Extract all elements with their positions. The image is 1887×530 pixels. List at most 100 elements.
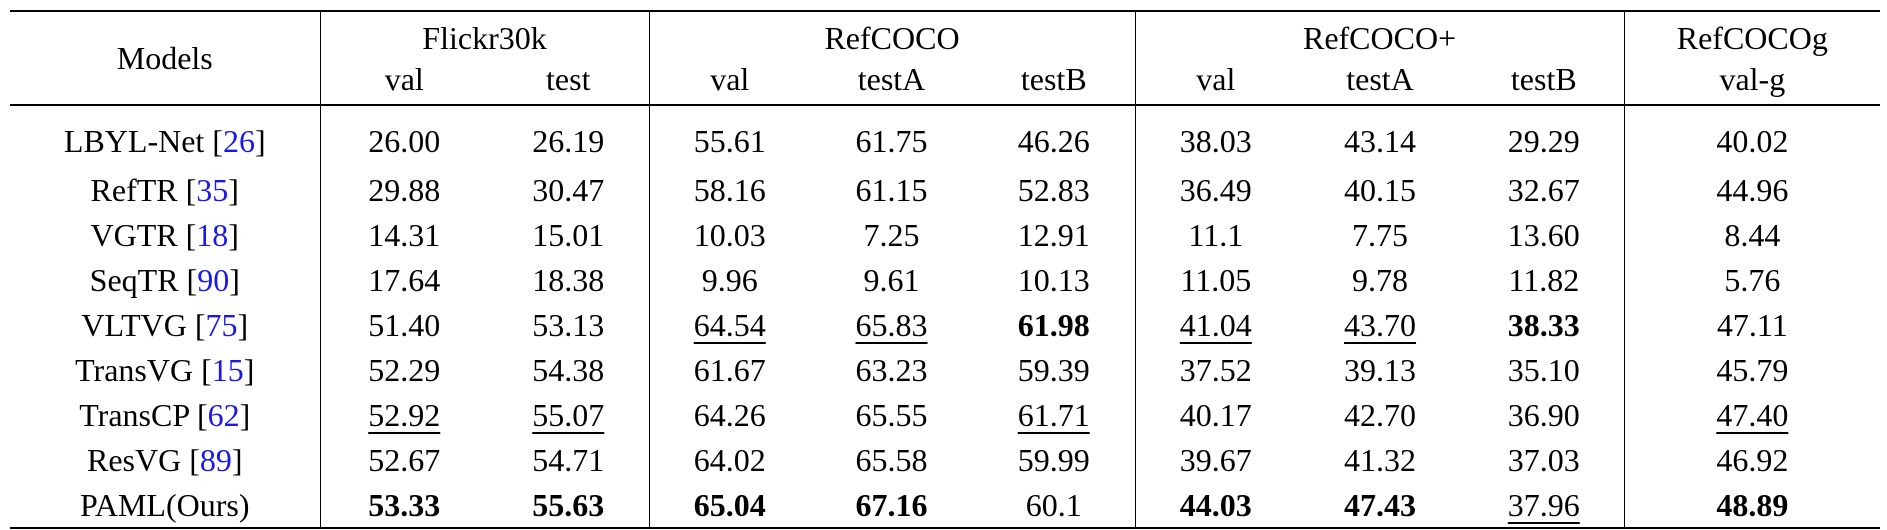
value-text: 7.75 [1352,216,1409,253]
value-text: 47.43 [1344,486,1417,523]
value-cell: 41.32 [1296,437,1464,482]
value-text: 52.29 [368,351,441,388]
value-cell: 54.71 [488,437,649,482]
value-cell: 26.00 [319,104,488,167]
value-cell: 52.67 [319,437,488,482]
value-cell: 61.15 [810,167,973,212]
value-cell: 43.70 [1296,302,1464,347]
header-group-refcoco: RefCOCO [648,10,1136,54]
value-text: 37.96 [1507,486,1580,523]
value-cell: 37.52 [1134,347,1297,392]
value-text: 9.96 [701,261,758,298]
value-text: 30.47 [532,171,605,208]
value-cell: 54.38 [488,347,649,392]
value-text: 29.88 [368,171,441,208]
value-text: 17.64 [368,261,441,298]
table-row: TransVG [15] 52.29 54.38 61.67 63.23 59.39 37.… [10,347,1881,392]
citation-link[interactable]: 18 [196,216,229,253]
value-text: 51.40 [368,306,441,343]
header-split: val [1134,54,1297,106]
value-text: 26.19 [532,122,605,159]
value-text: 37.03 [1507,441,1580,478]
value-cell: 17.64 [319,257,488,302]
value-text: 9.78 [1352,261,1409,298]
value-cell: 14.31 [319,212,488,257]
value-text: 65.58 [855,441,928,478]
value-cell: 40.17 [1134,392,1297,437]
value-cell: 61.71 [973,392,1135,437]
citation-link[interactable]: 26 [222,122,255,159]
value-text: 59.99 [1017,441,1090,478]
header-split: val [648,54,810,106]
value-text: 46.26 [1017,122,1090,159]
value-cell: 44.96 [1623,167,1881,212]
value-text: 37.52 [1179,351,1252,388]
value-cell: 45.79 [1623,347,1881,392]
header-group-refcocog: RefCOCOg [1623,10,1881,54]
value-cell: 65.55 [810,392,973,437]
value-text: 10.13 [1017,261,1090,298]
value-text: 40.02 [1716,122,1789,159]
value-text: 55.61 [693,122,766,159]
value-cell: 61.98 [973,302,1135,347]
value-text: 39.67 [1179,441,1252,478]
header-split: testB [1464,54,1625,106]
value-text: 54.71 [532,441,605,478]
value-cell: 59.39 [973,347,1135,392]
value-text: 52.92 [368,396,441,433]
value-cell: 10.13 [973,257,1135,302]
citation-link[interactable]: 15 [211,351,244,388]
value-cell: 41.04 [1134,302,1297,347]
value-cell: 7.25 [810,212,973,257]
value-cell: 10.03 [648,212,810,257]
value-text: 9.61 [863,261,920,298]
citation-link[interactable]: 89 [199,441,232,478]
value-cell: 11.82 [1464,257,1624,302]
value-cell: 32.67 [1464,167,1624,212]
header-group-flickr30k: Flickr30k [319,10,649,54]
value-cell: 63.23 [810,347,973,392]
value-text: 48.89 [1716,486,1789,523]
header-split: testA [1296,54,1465,106]
model-cell: LBYL-Net [26] [10,104,320,167]
table-row: PAML(Ours) 53.33 55.63 65.04 67.16 60.1 44.03 4… [10,482,1881,529]
model-name: PAML(Ours) [80,486,250,523]
value-cell: 47.11 [1623,302,1881,347]
value-text: 41.04 [1179,306,1252,343]
value-cell: 18.38 [488,257,649,302]
value-text: 43.14 [1344,122,1417,159]
value-cell: 61.67 [648,347,810,392]
value-cell: 35.10 [1464,347,1624,392]
value-text: 40.15 [1344,171,1417,208]
value-text: 14.31 [368,216,441,253]
value-text: 61.98 [1017,306,1090,343]
header-row-splits: val test val testA testB val testA testB… [10,54,1881,106]
value-cell: 65.83 [810,302,973,347]
value-text: 52.67 [368,441,441,478]
value-cell: 55.07 [488,392,649,437]
value-cell: 53.33 [319,482,488,529]
value-cell: 37.03 [1464,437,1624,482]
value-cell: 55.61 [648,104,810,167]
citation-link[interactable]: 90 [197,261,230,298]
value-cell: 11.1 [1134,212,1297,257]
value-text: 61.15 [855,171,928,208]
value-text: 29.29 [1507,122,1580,159]
value-cell: 52.29 [319,347,488,392]
value-text: 36.49 [1179,171,1252,208]
citation-link[interactable]: 75 [205,306,238,343]
model-cell: ResVG [89] [86,441,243,478]
value-cell: 53.13 [488,302,649,347]
citation-link[interactable]: 62 [207,396,240,433]
value-text: 35.10 [1507,351,1580,388]
results-table-container: Models Flickr30k RefCOCO RefCOCO+ RefCOC… [10,10,1881,529]
value-text: 44.03 [1179,486,1252,523]
header-split: val [319,54,488,106]
value-cell: 51.40 [319,302,488,347]
citation-link[interactable]: 35 [196,171,229,208]
value-cell: 36.90 [1464,392,1624,437]
value-text: 41.32 [1344,441,1417,478]
value-cell: 39.13 [1296,347,1464,392]
value-text: 61.67 [693,351,766,388]
value-text: 42.70 [1344,396,1417,433]
